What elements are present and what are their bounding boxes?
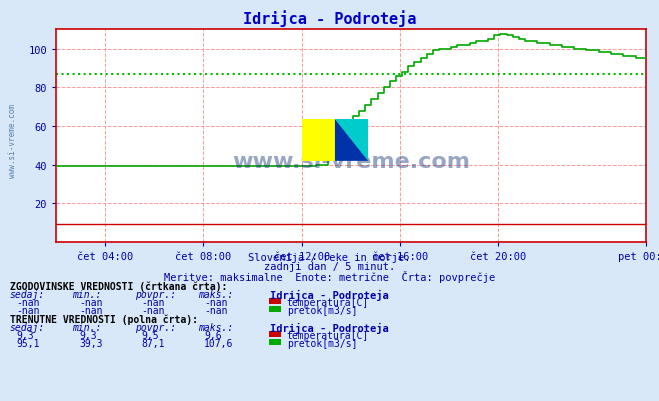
Text: www.si-vreme.com: www.si-vreme.com <box>8 103 17 177</box>
Text: 9,3: 9,3 <box>16 330 34 340</box>
Text: zadnji dan / 5 minut.: zadnji dan / 5 minut. <box>264 261 395 271</box>
Text: -nan: -nan <box>79 306 103 316</box>
Text: Idrijca - Podroteja: Idrijca - Podroteja <box>243 10 416 27</box>
Text: min.:: min.: <box>72 322 102 332</box>
Text: pretok[m3/s]: pretok[m3/s] <box>287 338 357 348</box>
Text: maks.:: maks.: <box>198 322 233 332</box>
Text: Idrijca - Podroteja: Idrijca - Podroteja <box>270 322 389 333</box>
Text: Idrijca - Podroteja: Idrijca - Podroteja <box>270 290 389 300</box>
Text: www.si-vreme.com: www.si-vreme.com <box>232 152 470 172</box>
Text: Meritve: maksimalne  Enote: metrične  Črta: povprečje: Meritve: maksimalne Enote: metrične Črta… <box>164 270 495 282</box>
Text: sedaj:: sedaj: <box>10 322 45 332</box>
Text: -nan: -nan <box>79 298 103 308</box>
Text: -nan: -nan <box>204 298 228 308</box>
Text: -nan: -nan <box>16 306 40 316</box>
Polygon shape <box>335 120 368 162</box>
Text: 9,3: 9,3 <box>79 330 97 340</box>
Text: pretok[m3/s]: pretok[m3/s] <box>287 306 357 316</box>
Text: 39,3: 39,3 <box>79 338 103 348</box>
Text: Slovenija / reke in morje.: Slovenija / reke in morje. <box>248 253 411 263</box>
Text: -nan: -nan <box>142 306 165 316</box>
Text: 95,1: 95,1 <box>16 338 40 348</box>
Text: -nan: -nan <box>142 298 165 308</box>
Text: -nan: -nan <box>204 306 228 316</box>
Text: 9,5: 9,5 <box>142 330 159 340</box>
Text: -nan: -nan <box>16 298 40 308</box>
Text: povpr.:: povpr.: <box>135 290 176 300</box>
Text: povpr.:: povpr.: <box>135 322 176 332</box>
Text: 107,6: 107,6 <box>204 338 234 348</box>
Text: TRENUTNE VREDNOSTI (polna črta):: TRENUTNE VREDNOSTI (polna črta): <box>10 314 198 324</box>
Text: 9,6: 9,6 <box>204 330 222 340</box>
Bar <box>302 120 335 162</box>
Text: sedaj:: sedaj: <box>10 290 45 300</box>
Text: min.:: min.: <box>72 290 102 300</box>
Text: 87,1: 87,1 <box>142 338 165 348</box>
Text: temperatura[C]: temperatura[C] <box>287 298 369 308</box>
Text: temperatura[C]: temperatura[C] <box>287 330 369 340</box>
Polygon shape <box>335 120 368 162</box>
Text: maks.:: maks.: <box>198 290 233 300</box>
Text: ZGODOVINSKE VREDNOSTI (črtkana črta):: ZGODOVINSKE VREDNOSTI (črtkana črta): <box>10 281 227 291</box>
